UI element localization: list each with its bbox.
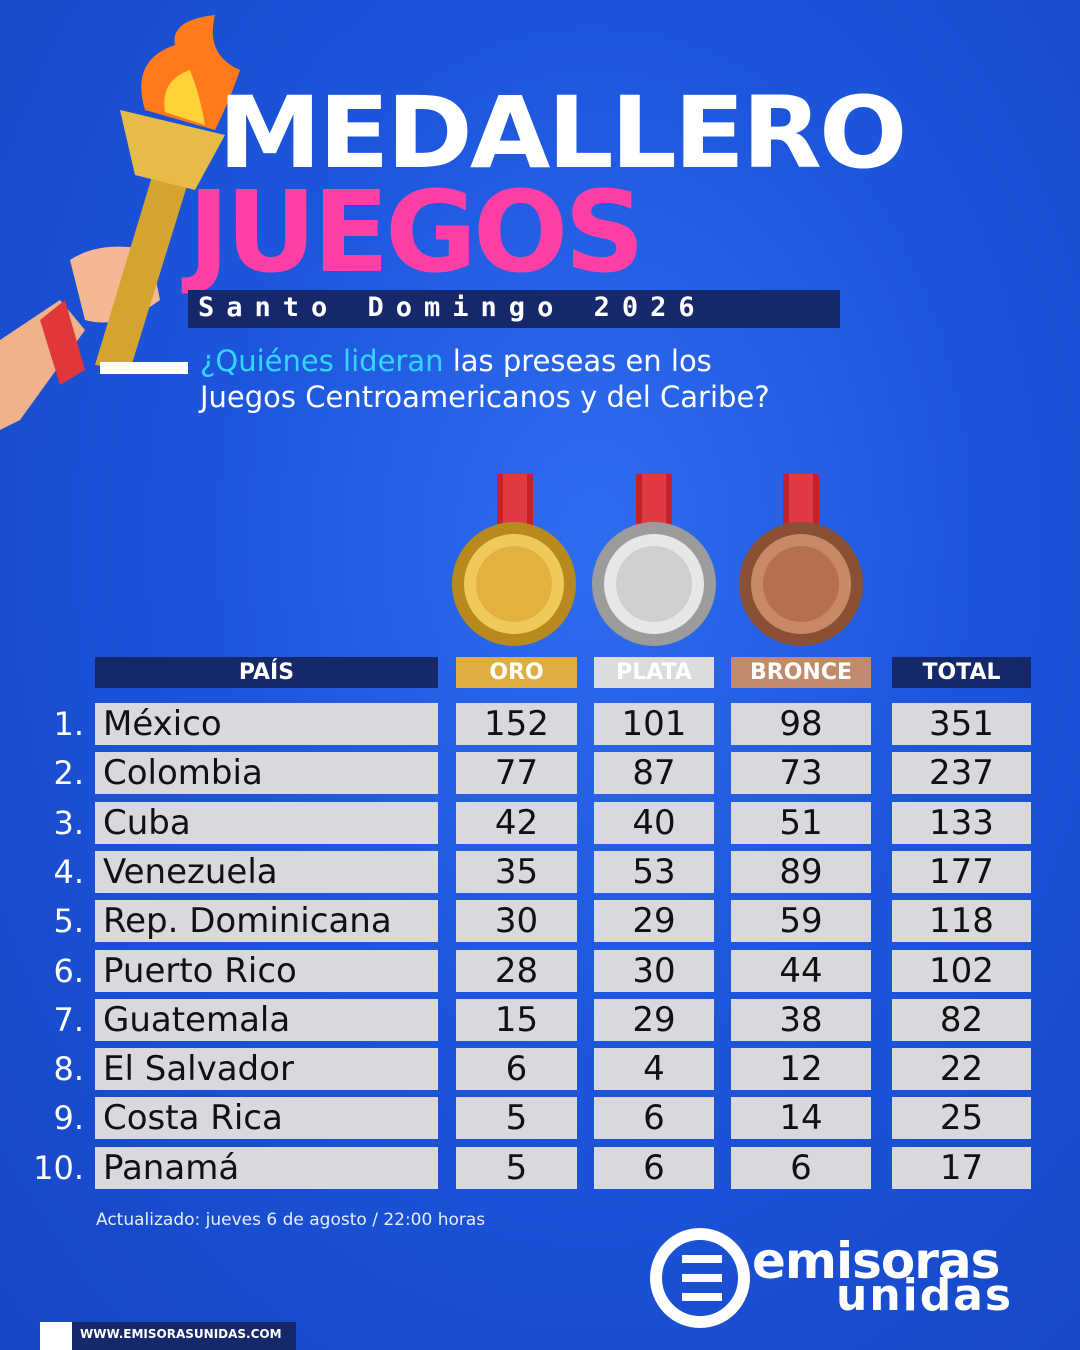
country: Venezuela xyxy=(95,850,438,893)
country: Guatemala xyxy=(95,998,438,1041)
medal-count: 351 xyxy=(892,703,1031,745)
country: Panamá xyxy=(95,1146,438,1189)
line-accent xyxy=(100,362,188,374)
medal-count: 77 xyxy=(456,752,577,795)
country: Costa Rica xyxy=(95,1097,438,1140)
website-bar xyxy=(72,1322,296,1350)
medal-gold xyxy=(452,474,576,646)
medal-count: 44 xyxy=(731,949,871,992)
medal-count: 17 xyxy=(892,1146,1031,1189)
medal-count: 87 xyxy=(594,752,714,795)
column-header: PAÍS xyxy=(95,657,438,688)
flame-core xyxy=(164,70,205,125)
column-header: PLATA xyxy=(594,657,714,688)
medal-count: 98 xyxy=(731,703,871,745)
country: Colombia xyxy=(95,752,438,795)
medal-silver xyxy=(592,474,716,646)
medal-count: 133 xyxy=(892,801,1031,844)
medal-count: 6 xyxy=(456,1048,577,1091)
question-text: las preseas en los xyxy=(452,344,712,378)
medal-count: 6 xyxy=(731,1146,871,1189)
wristband xyxy=(40,300,85,385)
medal-count: 25 xyxy=(892,1097,1031,1140)
rank: 8. xyxy=(53,1050,84,1089)
medal-count: 30 xyxy=(594,949,714,992)
medal-count: 29 xyxy=(594,998,714,1041)
medal-count: 82 xyxy=(892,998,1031,1041)
medal-bronze xyxy=(739,474,863,646)
country: Rep. Dominicana xyxy=(95,900,438,943)
title: JUEGOS xyxy=(188,168,645,298)
medal-count: 102 xyxy=(892,949,1031,992)
country: Puerto Rico xyxy=(95,949,438,992)
medal-count: 28 xyxy=(456,949,577,992)
update-note: Actualizado: jueves 6 de agosto / 22:00 … xyxy=(96,1210,486,1230)
subtitle: Santo Domingo 2026 xyxy=(198,292,707,323)
website: WWW.EMISORASUNIDAS.COM xyxy=(80,1327,282,1341)
rank: 2. xyxy=(53,754,84,793)
medal-count: 5 xyxy=(456,1146,577,1189)
medal-count: 42 xyxy=(456,801,577,844)
column-header: TOTAL xyxy=(892,657,1031,688)
column-header: ORO xyxy=(456,657,577,688)
medal-count: 5 xyxy=(456,1097,577,1140)
country: México xyxy=(95,703,438,745)
rank: 7. xyxy=(53,1000,84,1039)
medal-count: 12 xyxy=(731,1048,871,1091)
rank: 9. xyxy=(53,1099,84,1138)
medal-count: 118 xyxy=(892,900,1031,943)
medal-count: 73 xyxy=(731,752,871,795)
medal-count: 89 xyxy=(731,850,871,893)
medal-count: 6 xyxy=(594,1146,714,1189)
torch-handle xyxy=(95,150,195,370)
medal-count: 53 xyxy=(594,850,714,893)
medal-count: 4 xyxy=(594,1048,714,1091)
torch-cup xyxy=(120,110,225,190)
rank: 1. xyxy=(53,705,84,743)
medal-count: 101 xyxy=(594,703,714,745)
question-text: Juegos Centroamericanos y del Caribe? xyxy=(200,380,770,414)
medal-count: 38 xyxy=(731,998,871,1041)
logo-icon xyxy=(650,1228,750,1328)
medal-count: 6 xyxy=(594,1097,714,1140)
medal-count: 51 xyxy=(731,801,871,844)
medal-count: 59 xyxy=(731,900,871,943)
country: Cuba xyxy=(95,801,438,844)
logo-text: unidas xyxy=(836,1270,1014,1321)
title: MEDALLERO xyxy=(218,75,907,191)
website-box xyxy=(40,1322,72,1350)
rank: 4. xyxy=(53,852,84,891)
medal-count: 22 xyxy=(892,1048,1031,1091)
medal-count: 29 xyxy=(594,900,714,943)
logo-text: emisoras xyxy=(752,1232,1000,1290)
medal-count: 30 xyxy=(456,900,577,943)
column-header: BRONCE xyxy=(731,657,871,688)
medal-count: 35 xyxy=(456,850,577,893)
medal-count: 177 xyxy=(892,850,1031,893)
medal-count: 237 xyxy=(892,752,1031,795)
medal-count: 15 xyxy=(456,998,577,1041)
rank: 3. xyxy=(53,803,84,842)
country: El Salvador xyxy=(95,1048,438,1091)
subtitle-bar xyxy=(188,290,840,328)
question-highlight: ¿Quiénes lideran xyxy=(200,344,444,378)
medal-count: 14 xyxy=(731,1097,871,1140)
question: ¿Quiénes lideran las preseas en los Jueg… xyxy=(200,343,900,415)
medal-count: 40 xyxy=(594,801,714,844)
medal-count: 152 xyxy=(456,703,577,745)
rank: 10. xyxy=(33,1148,84,1187)
rank: 5. xyxy=(53,902,84,941)
rank: 6. xyxy=(53,951,84,990)
